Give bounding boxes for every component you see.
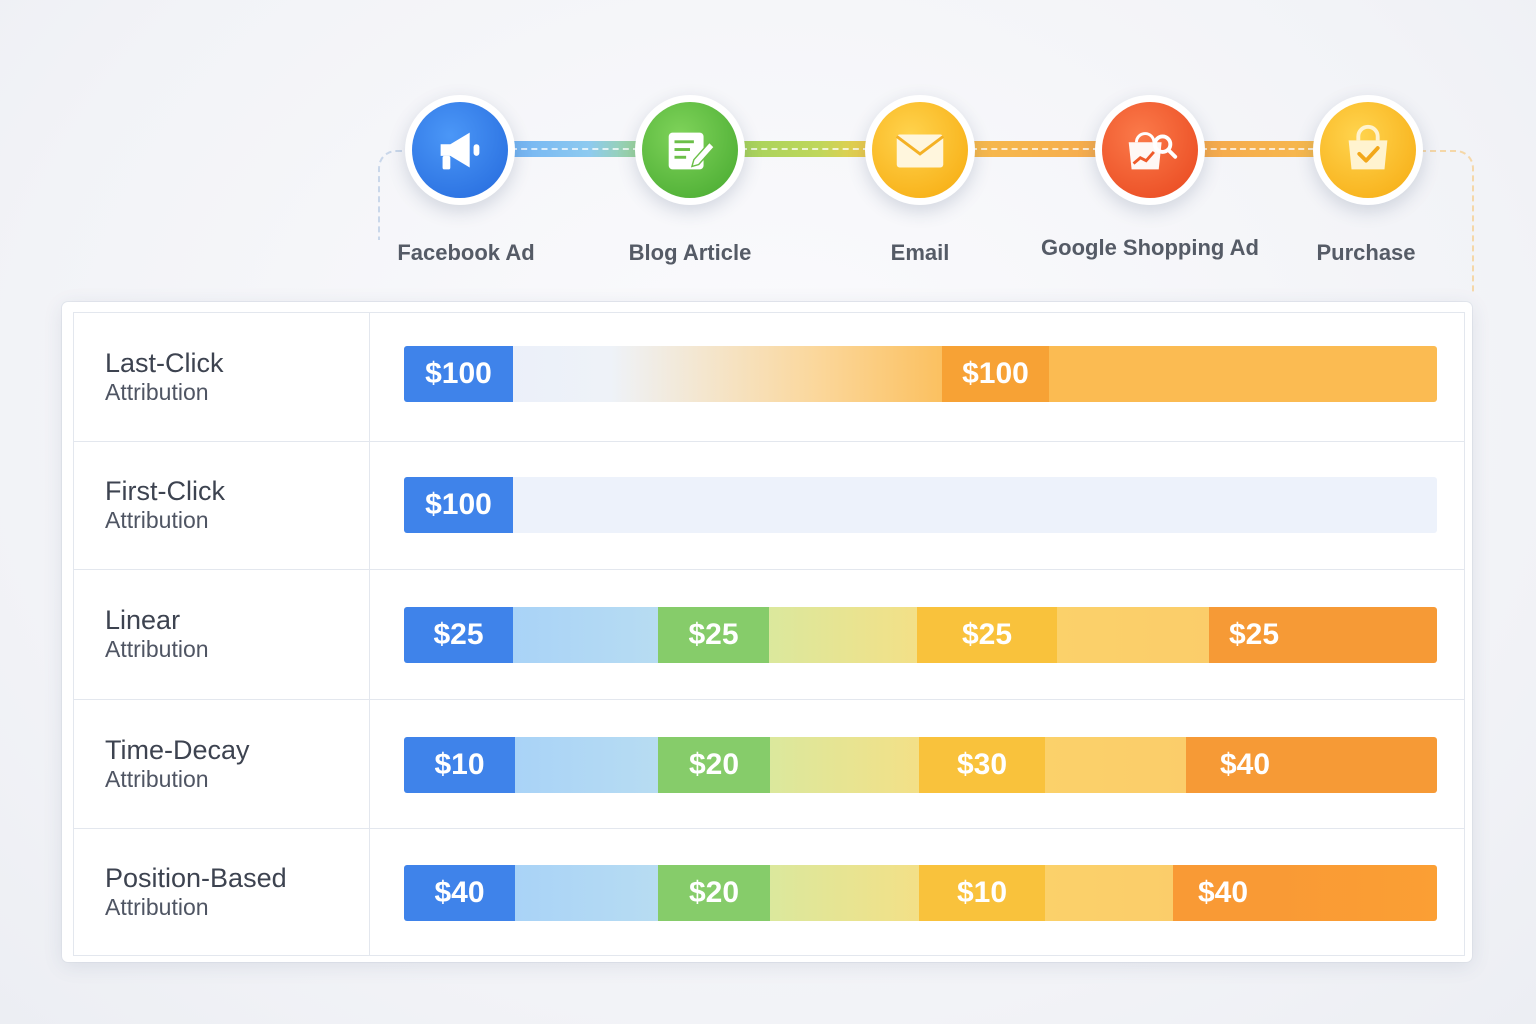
envelope-icon: [872, 102, 968, 198]
table-row: Linear Attribution $25 $25 $25 $25: [74, 569, 1464, 700]
attribution-bar: $25 $25 $25 $25: [404, 607, 1437, 663]
shopping-search-icon: [1102, 102, 1198, 198]
table-row: Last-Click Attribution $100 $100: [74, 313, 1464, 442]
credit-segment: $30: [919, 737, 1045, 793]
model-title: Position-Based: [105, 862, 287, 893]
model-title: First-Click: [105, 476, 225, 506]
table-row: First-Click Attribution $100: [74, 441, 1464, 570]
model-subtitle: Attribution: [105, 893, 209, 920]
model-name-cell: Position-Based Attribution: [74, 828, 370, 955]
journey-connector: [505, 141, 645, 157]
attribution-bar: $40 $20 $10 $40: [404, 865, 1437, 921]
credit-segment: $40: [1186, 737, 1437, 793]
step-label: Email: [890, 240, 950, 265]
customer-journey: Facebook Ad Blog Article Email Google Sh…: [0, 0, 1536, 300]
model-title: Time-Decay: [105, 734, 250, 765]
step-label: Facebook Ad: [397, 240, 535, 265]
gap-fill: [1045, 865, 1173, 921]
gap-fill: [1273, 865, 1437, 921]
gap-fill: [513, 607, 658, 663]
model-title: Linear: [105, 605, 181, 635]
model-name-cell: Time-Decay Attribution: [74, 699, 370, 828]
step-label: Blog Article: [628, 240, 752, 265]
table-row: Position-Based Attribution $40 $20 $10 $…: [74, 828, 1464, 955]
step-google-shopping-ad-node: [1095, 95, 1205, 205]
credit-segment: $20: [658, 737, 770, 793]
table-row: Time-Decay Attribution $10 $20 $30 $40: [74, 699, 1464, 829]
step-email-node: [865, 95, 975, 205]
credit-segment: $10: [919, 865, 1045, 921]
gap-fill: [770, 737, 919, 793]
model-subtitle: Attribution: [105, 636, 209, 662]
model-name-cell: First-Click Attribution: [74, 441, 370, 569]
gap-fill: [1045, 737, 1186, 793]
credit-segment: $100: [404, 477, 513, 533]
step-label: Google Shopping Ad: [1041, 235, 1259, 260]
model-subtitle: Attribution: [105, 507, 209, 533]
model-name-cell: Linear Attribution: [74, 569, 370, 699]
model-subtitle: Attribution: [105, 765, 209, 792]
credit-segment: $40: [404, 865, 515, 921]
credit-segment: $25: [1209, 607, 1437, 663]
credit-segment: $25: [917, 607, 1057, 663]
gap-fill: [1057, 607, 1209, 663]
gap-fill: [769, 607, 917, 663]
attribution-bar: $10 $20 $30 $40: [404, 737, 1437, 793]
attribution-table-panel: Last-Click Attribution $100 $100 First-C…: [62, 302, 1472, 962]
credit-segment: $40: [1173, 865, 1273, 921]
attribution-bar: $100 $100: [404, 346, 1437, 402]
model-title: Last-Click: [105, 348, 224, 378]
credit-segment: $25: [658, 607, 769, 663]
shopping-bag-check-icon: [1320, 102, 1416, 198]
credit-segment: $10: [404, 737, 515, 793]
journey-connector: [1195, 141, 1320, 157]
gap-fill: [515, 737, 658, 793]
gap-fill: [770, 865, 919, 921]
gap-fill: [515, 865, 658, 921]
document-edit-icon: [642, 102, 738, 198]
attribution-bar: $100: [404, 477, 1437, 533]
model-subtitle: Attribution: [105, 379, 209, 405]
journey-end-dashed-line: [1420, 150, 1474, 292]
step-facebook-ad-node: [405, 95, 515, 205]
megaphone-icon: [412, 102, 508, 198]
credit-segment: $20: [658, 865, 770, 921]
credit-segment: $25: [404, 607, 513, 663]
attribution-table: Last-Click Attribution $100 $100 First-C…: [73, 312, 1465, 956]
credit-segment: $100: [404, 346, 513, 402]
model-name-cell: Last-Click Attribution: [74, 313, 370, 441]
step-purchase-node: [1313, 95, 1423, 205]
journey-connector: [965, 141, 1105, 157]
step-label: Purchase: [1316, 240, 1416, 265]
journey-connector: [735, 141, 875, 157]
step-blog-article-node: [635, 95, 745, 205]
credit-segment: $100: [942, 346, 1049, 402]
